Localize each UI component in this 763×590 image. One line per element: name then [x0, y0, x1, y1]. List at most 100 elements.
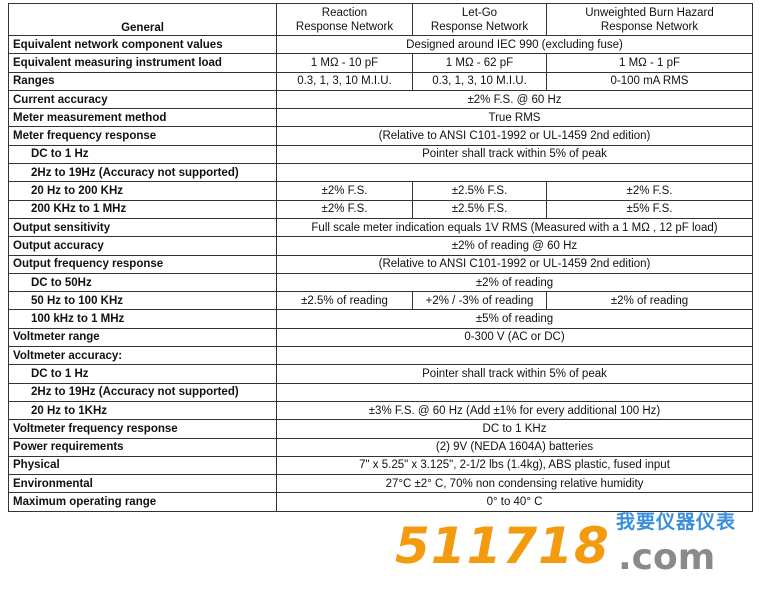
- table-row: Meter measurement method True RMS: [8, 108, 753, 128]
- row-label: Meter frequency response: [8, 126, 277, 146]
- table-row: Power requirements (2) 9V (NEDA 1604A) ba…: [8, 437, 753, 457]
- table-row: Ranges 0.3, 1, 3, 10 M.I.U. 0.3, 1, 3, 10 …: [8, 71, 753, 91]
- row-value: [276, 346, 753, 366]
- table-row: DC to 1 Hz Pointer shall track within 5% …: [8, 144, 753, 165]
- header-let-go-line1: Let-Go: [461, 6, 498, 19]
- row-value: 1 MΩ - 62 pF: [412, 53, 547, 73]
- row-value: [276, 163, 753, 183]
- table-row: Current accuracy ±2% F.S. @ 60 Hz: [8, 89, 753, 110]
- row-value: (Relative to ANSI C101-1992 or UL-1459 2…: [276, 126, 753, 146]
- row-value: Pointer shall track within 5% of peak: [276, 144, 753, 165]
- table-row: DC to 50Hz ±2% of reading: [8, 272, 753, 293]
- row-value: 7" x 5.25" x 3.125", 2-1/2 lbs (1.4kg), …: [276, 455, 753, 476]
- table-row: Voltmeter frequency response DC to 1 KHz: [8, 419, 753, 439]
- row-value: ±2% F.S.: [276, 199, 413, 219]
- row-label: DC to 1 Hz: [8, 364, 277, 384]
- row-value: Full scale meter indication equals 1V RM…: [276, 217, 753, 238]
- row-value: DC to 1 KHz: [276, 419, 753, 439]
- row-label: Equivalent network component values: [8, 34, 277, 55]
- row-value: 0.3, 1, 3, 10 M.I.U.: [412, 71, 547, 91]
- row-label: Equivalent measuring instrument load: [8, 53, 277, 73]
- row-value: ±5% of reading: [276, 309, 753, 329]
- table-row: 20 Hz to 1KHz ±3% F.S. @ 60 Hz (Add ±1% f…: [8, 400, 753, 421]
- row-value: +2% / -3% of reading: [412, 291, 547, 311]
- table-row: Maximum operating range 0° to 40° C: [8, 492, 753, 512]
- watermark-number: 511718: [395, 517, 610, 575]
- row-value: ±2% of reading: [546, 291, 753, 311]
- row-value: ±2.5% F.S.: [412, 181, 547, 201]
- row-label: 20 Hz to 200 KHz: [8, 181, 277, 201]
- row-value: ±5% F.S.: [546, 199, 753, 219]
- row-label: 100 kHz to 1 MHz: [8, 309, 277, 329]
- table-row: Output frequency response (Relative to AN…: [8, 254, 753, 274]
- row-value: ±2.5% of reading: [276, 291, 413, 311]
- table-row: 20 Hz to 200 KHz ±2% F.S. ±2.5% F.S. ±2% F.…: [8, 181, 753, 201]
- row-value: 1 MΩ - 1 pF: [546, 53, 753, 73]
- row-label: Output frequency response: [8, 254, 277, 274]
- row-value: ±3% F.S. @ 60 Hz (Add ±1% for every addi…: [276, 400, 753, 421]
- watermark-chinese: 我要仪器仪表: [616, 512, 737, 533]
- header-let-go: Let-Go Response Network: [412, 3, 547, 36]
- row-label: Meter measurement method: [8, 108, 277, 128]
- row-value: ±2% of reading @ 60 Hz: [276, 236, 753, 256]
- row-value: ±2% F.S.: [276, 181, 413, 201]
- row-value: (2) 9V (NEDA 1604A) batteries: [276, 437, 753, 457]
- header-burn-hazard-line2: Response Network: [600, 20, 699, 33]
- header-reaction: Reaction Response Network: [276, 3, 413, 36]
- table-row: Output accuracy ±2% of reading @ 60 Hz: [8, 236, 753, 256]
- row-value: Designed around IEC 990 (excluding fuse): [276, 34, 753, 55]
- row-value: 0-100 mA RMS: [546, 71, 753, 91]
- table-row: Equivalent measuring instrument load 1 MΩ…: [8, 53, 753, 73]
- header-reaction-line2: Response Network: [295, 20, 394, 33]
- row-value: Pointer shall track within 5% of peak: [276, 364, 753, 384]
- spec-table: General Reaction Response Network Let-Go R…: [8, 3, 753, 512]
- table-row: Voltmeter range 0-300 V (AC or DC): [8, 327, 753, 348]
- table-row: Environmental 27°C ±2° C, 70% non condens…: [8, 474, 753, 494]
- row-label: Environmental: [8, 474, 277, 494]
- table-row: Equivalent network component values Desig…: [8, 34, 753, 55]
- row-value: 0-300 V (AC or DC): [276, 327, 753, 348]
- row-label: Ranges: [8, 71, 277, 91]
- row-label: 2Hz to 19Hz (Accuracy not supported): [8, 382, 277, 402]
- table-row: 200 KHz to 1 MHz ±2% F.S. ±2.5% F.S. ±5% F.…: [8, 199, 753, 219]
- table-row: Output sensitivity Full scale meter indic…: [8, 217, 753, 238]
- row-label: Voltmeter range: [8, 327, 277, 348]
- table-row: Meter frequency response (Relative to ANS…: [8, 126, 753, 146]
- table-row: Physical 7" x 5.25" x 3.125", 2-1/2 lbs (…: [8, 455, 753, 476]
- header-burn-hazard: Unweighted Burn Hazard Response Network: [546, 3, 753, 36]
- row-value: 0.3, 1, 3, 10 M.I.U.: [276, 71, 413, 91]
- row-label: Output accuracy: [8, 236, 277, 256]
- row-value: 0° to 40° C: [276, 492, 753, 512]
- row-label: Maximum operating range: [8, 492, 277, 512]
- row-value: ±2% F.S. @ 60 Hz: [276, 89, 753, 110]
- header-row: General Reaction Response Network Let-Go R…: [8, 3, 753, 36]
- row-label: 50 Hz to 100 KHz: [8, 291, 277, 311]
- table-row: 2Hz to 19Hz (Accuracy not supported): [8, 382, 753, 402]
- row-label: 200 KHz to 1 MHz: [8, 199, 277, 219]
- row-value: ±2% F.S.: [546, 181, 753, 201]
- row-label: 20 Hz to 1KHz: [8, 400, 277, 421]
- header-let-go-line2: Response Network: [430, 20, 529, 33]
- row-label: DC to 1 Hz: [8, 144, 277, 165]
- row-value: (Relative to ANSI C101-1992 or UL-1459 2…: [276, 254, 753, 274]
- row-label: Output sensitivity: [8, 217, 277, 238]
- row-label: Physical: [8, 455, 277, 476]
- row-label: Voltmeter accuracy:: [8, 346, 277, 366]
- table-row: 2Hz to 19Hz (Accuracy not supported): [8, 163, 753, 183]
- row-label: 2Hz to 19Hz (Accuracy not supported): [8, 163, 277, 183]
- table-row: DC to 1 Hz Pointer shall track within 5% …: [8, 364, 753, 384]
- row-value: 27°C ±2° C, 70% non condensing relative …: [276, 474, 753, 494]
- row-label: Power requirements: [8, 437, 277, 457]
- table-row: 50 Hz to 100 KHz ±2.5% of reading +2% / -3…: [8, 291, 753, 311]
- row-value: ±2.5% F.S.: [412, 199, 547, 219]
- row-value: ±2% of reading: [276, 272, 753, 293]
- row-value: [276, 382, 753, 402]
- row-label: DC to 50Hz: [8, 272, 277, 293]
- row-label: Voltmeter frequency response: [8, 419, 277, 439]
- row-value: 1 MΩ - 10 pF: [276, 53, 413, 73]
- row-label: Current accuracy: [8, 89, 277, 110]
- table-row: Voltmeter accuracy:: [8, 346, 753, 366]
- row-value: True RMS: [276, 108, 753, 128]
- watermark-domain: .com: [618, 537, 716, 578]
- header-burn-hazard-line1: Unweighted Burn Hazard: [585, 6, 714, 19]
